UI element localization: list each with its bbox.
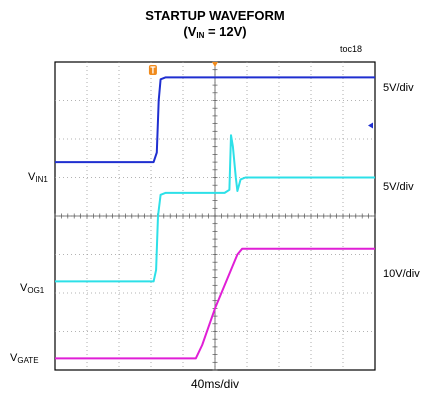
label-vgate-sub: GATE bbox=[17, 356, 39, 365]
trace-vgate bbox=[55, 247, 375, 360]
graticule bbox=[54, 61, 376, 371]
label-vgate-main: V bbox=[10, 352, 18, 364]
figure-code: toc18 bbox=[340, 44, 363, 54]
label-vin1-sub: IN1 bbox=[35, 175, 48, 184]
trigger-t-glyph bbox=[150, 66, 156, 74]
label-vin1-main: V bbox=[28, 171, 36, 183]
traces bbox=[55, 76, 375, 360]
label-vog1-main: V bbox=[20, 282, 28, 294]
x-scale-label: 40ms/div bbox=[190, 377, 240, 391]
title-suffix: = 12V) bbox=[204, 24, 247, 39]
trigger-level-marker bbox=[368, 122, 373, 129]
trace-vin1 bbox=[55, 76, 375, 164]
scale-vin1: 5V/div bbox=[383, 82, 414, 94]
trace-vog1 bbox=[55, 134, 375, 283]
title-sub: IN bbox=[196, 31, 205, 40]
chart-title: STARTUP WAVEFORM (VIN = 12V) bbox=[0, 8, 430, 44]
title-line-2: (VIN = 12V) bbox=[0, 24, 430, 44]
markers bbox=[148, 62, 373, 129]
scale-vog1: 5V/div bbox=[383, 181, 414, 193]
label-vgate: VGATE bbox=[10, 352, 39, 365]
scale-vgate: 10V/div bbox=[383, 268, 420, 280]
label-vog1: VOG1 bbox=[20, 282, 44, 295]
label-vog1-sub: OG1 bbox=[27, 286, 45, 295]
title-prefix: (V bbox=[183, 24, 197, 39]
label-vin1: VIN1 bbox=[28, 171, 48, 184]
trigger-position-marker bbox=[212, 62, 218, 67]
title-line-1: STARTUP WAVEFORM bbox=[145, 8, 285, 23]
